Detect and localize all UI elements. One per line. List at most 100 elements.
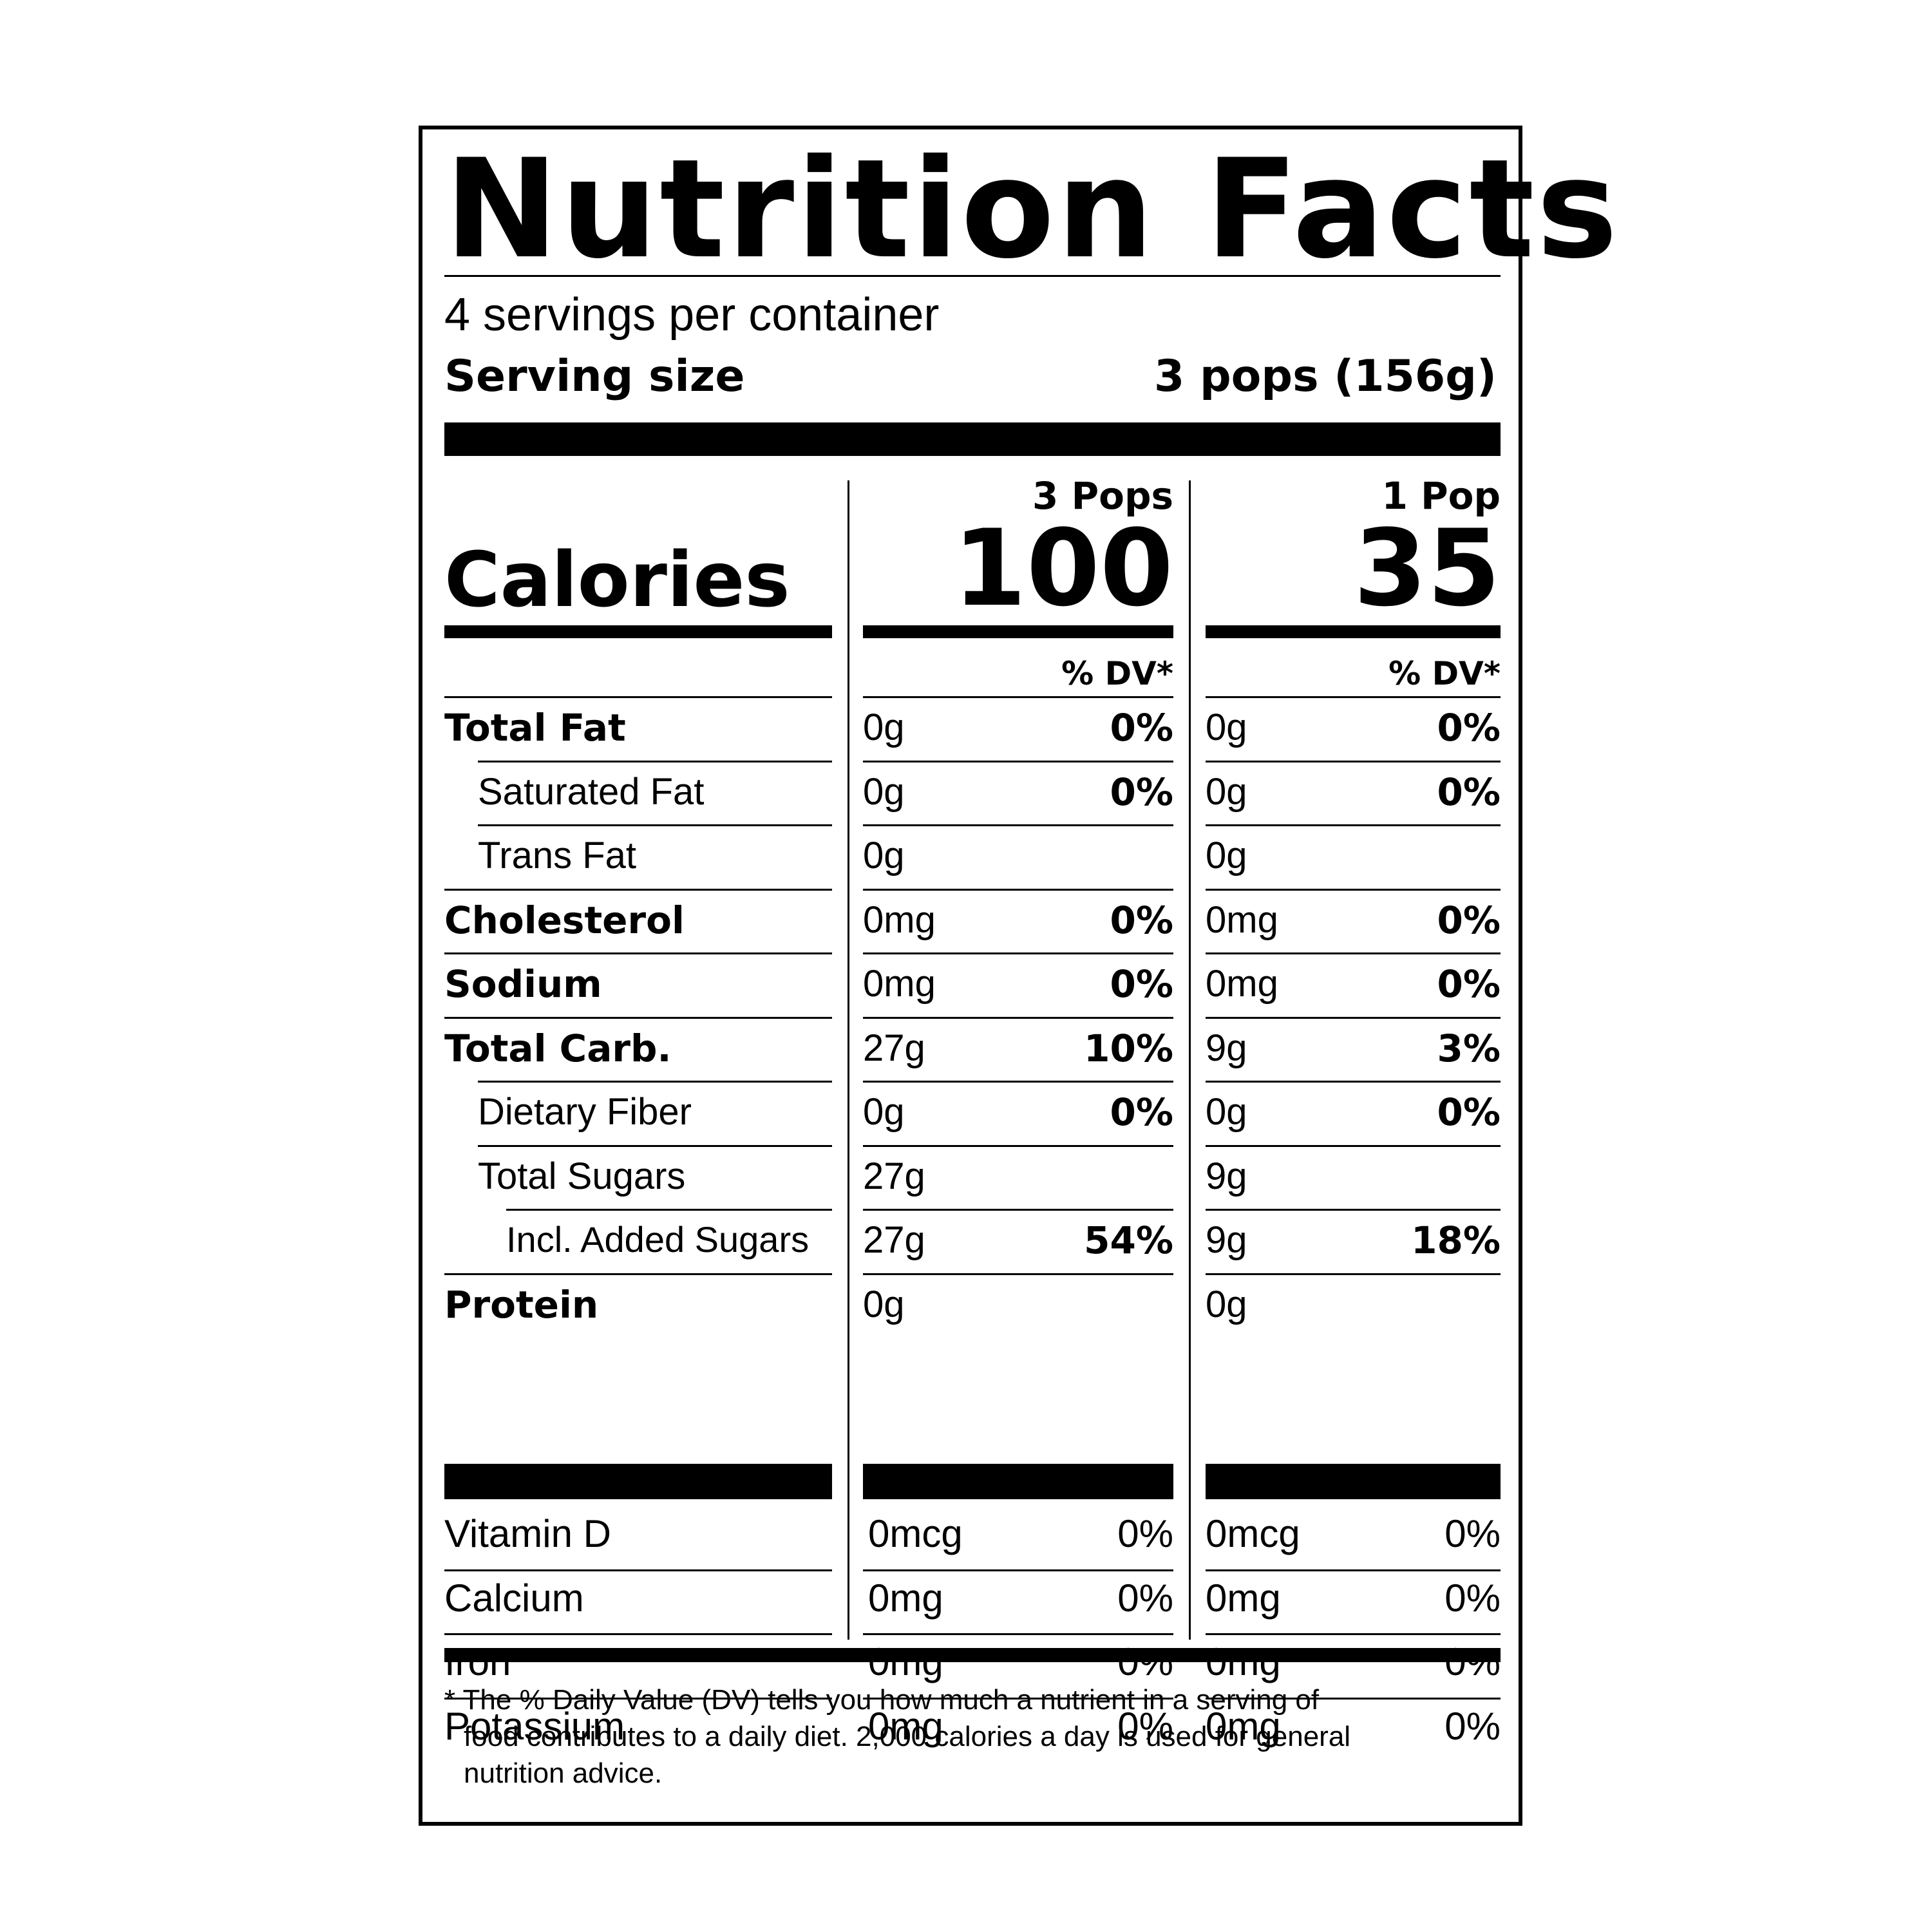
nutrient-name: Trans Fat [478, 835, 637, 876]
row-rule [1206, 824, 1501, 826]
row-rule [1206, 1081, 1501, 1083]
row-rule [863, 1016, 1173, 1019]
amount-col1: 0g [863, 1091, 905, 1133]
vitamin-amount-col2: 0mcg [1206, 1512, 1300, 1555]
row-rule [506, 1209, 832, 1211]
amount-col2: 0g [1206, 1091, 1247, 1133]
amount-col2: 0g [1206, 835, 1247, 876]
vitamin-dv-col1: 0% [1117, 1512, 1173, 1555]
dv-col2: 0% [1437, 706, 1501, 750]
dv-col1: 10% [1084, 1026, 1173, 1070]
serving-bar [444, 422, 1501, 456]
vitamin-rule [444, 1569, 832, 1571]
dv-col1: 0% [1110, 898, 1173, 942]
vitamin-rule [444, 1633, 832, 1635]
row-rule [478, 1144, 832, 1147]
vitamin-bar-left [444, 1464, 832, 1499]
dv-col1: 0% [1110, 706, 1173, 750]
nutrient-name: Incl. Added Sugars [506, 1219, 810, 1260]
row-rule [1206, 1016, 1501, 1019]
footnote-bar [444, 1648, 1501, 1662]
amount-col1: 0g [863, 1283, 905, 1325]
nutrition-facts-label: Nutrition Facts 4 servings per container… [419, 126, 1618, 1826]
footnote: * The % Daily Value (DV) tells you how m… [444, 1681, 1449, 1792]
row-rule [444, 696, 832, 698]
row-rule [478, 824, 832, 826]
vitamin-dv-col1: 0% [1117, 1704, 1173, 1748]
row-rule [478, 760, 832, 762]
calories-col1-value: 100 [952, 507, 1173, 630]
row-rule [863, 1209, 1173, 1211]
serving-size-value: 3 pops (156g) [1154, 351, 1497, 402]
calories-col2-value: 35 [1353, 507, 1501, 630]
vitamin-rule [444, 1697, 832, 1700]
vitamin-rule [1206, 1633, 1501, 1635]
amount-col1: 27g [863, 1155, 925, 1197]
calories-bar-col1 [863, 625, 1173, 638]
footnote-line-3: nutrition advice. [464, 1757, 663, 1789]
nutrient-name: Cholesterol [444, 898, 685, 942]
row-rule [478, 1081, 832, 1083]
nutrient-name: Total Fat [444, 706, 626, 750]
row-rule [444, 952, 832, 954]
amount-col2: 9g [1206, 1219, 1247, 1261]
row-rule [1206, 952, 1501, 954]
row-rule [863, 1273, 1173, 1275]
dv-col2: 0% [1437, 1090, 1501, 1134]
nutrient-name: Protein [444, 1282, 599, 1327]
nutrient-name: Dietary Fiber [478, 1091, 692, 1133]
vitamin-name: Vitamin D [444, 1512, 611, 1555]
dv-header-col1: % DV* [1061, 655, 1173, 692]
amount-col2: 0g [1206, 770, 1247, 813]
vitamin-amount-col1: 0mg [868, 1576, 943, 1620]
amount-col1: 0g [863, 706, 905, 748]
nutrient-name: Total Sugars [478, 1155, 686, 1197]
servings-per-container: 4 servings per container [444, 289, 940, 341]
footnote-line-2: food contributes to a daily diet. 2,000 … [464, 1721, 1351, 1752]
nutrient-name: Total Carb. [444, 1026, 672, 1070]
amount-col2: 0g [1206, 706, 1247, 748]
calories-bar-col2 [1206, 625, 1501, 638]
footnote-line-1: * The % Daily Value (DV) tells you how m… [444, 1684, 1320, 1716]
calories-bar-left [444, 625, 832, 638]
amount-col2: 0g [1206, 1283, 1247, 1325]
dv-col1: 54% [1084, 1218, 1173, 1262]
vitamin-amount-col1: 0mg [868, 1704, 943, 1748]
col1-header: 3 Pops [1032, 474, 1173, 518]
dv-col1: 0% [1110, 962, 1173, 1006]
title-divider [444, 275, 1501, 277]
row-rule [863, 760, 1173, 762]
nutrient-name: Sodium [444, 962, 602, 1006]
vitamin-name: Calcium [444, 1576, 584, 1620]
row-rule [863, 1144, 1173, 1147]
nutrient-name: Saturated Fat [478, 770, 705, 813]
amount-col1: 27g [863, 1027, 925, 1069]
amount-col1: 0g [863, 835, 905, 876]
vitamin-dv-col2: 0% [1444, 1512, 1501, 1555]
vitamin-rule [863, 1697, 1173, 1700]
dv-col2: 18% [1411, 1218, 1501, 1262]
amount-col2: 0mg [1206, 898, 1278, 941]
amount-col1: 0mg [863, 963, 936, 1005]
vitamin-rule [1206, 1697, 1501, 1700]
vitamin-rule [863, 1633, 1173, 1635]
vitamin-dv-col2: 0% [1444, 1704, 1501, 1748]
serving-size-label: Serving size [444, 351, 745, 402]
dv-col1: 0% [1110, 1090, 1173, 1134]
label-title: Nutrition Facts [444, 129, 1620, 289]
row-rule [1206, 1144, 1501, 1147]
row-rule [1206, 1209, 1501, 1211]
amount-col2: 9g [1206, 1155, 1247, 1197]
dv-col2: 0% [1437, 962, 1501, 1006]
row-rule [1206, 1273, 1501, 1275]
vitamin-amount-col2: 0mg [1206, 1704, 1281, 1748]
row-rule [1206, 760, 1501, 762]
column-divider-1 [848, 480, 849, 1640]
vitamin-dv-col2: 0% [1444, 1576, 1501, 1620]
row-rule [863, 824, 1173, 826]
dv-header-col2: % DV* [1388, 655, 1501, 692]
vitamin-rule [863, 1569, 1173, 1571]
amount-col1: 0g [863, 770, 905, 813]
vitamin-name: Potassium [444, 1704, 625, 1748]
vitamin-bar-col1 [863, 1464, 1173, 1499]
